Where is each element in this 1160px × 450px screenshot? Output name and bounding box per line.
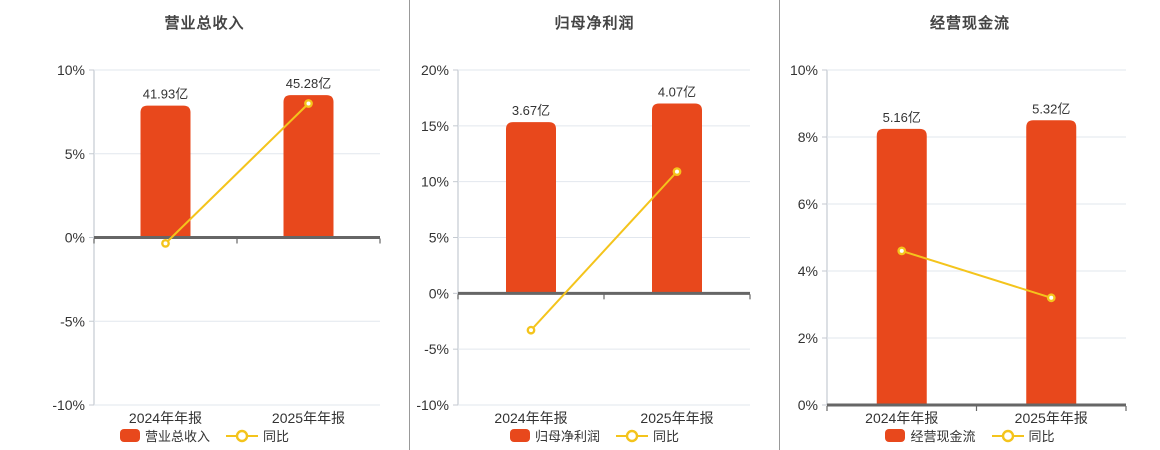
svg-text:4%: 4% <box>798 263 818 279</box>
svg-text:10%: 10% <box>790 62 818 78</box>
line-series-marker-icon <box>616 429 648 442</box>
svg-text:2024年年报: 2024年年报 <box>494 410 567 426</box>
revenue-chart: -10% -5% 0% 5% 10% 41.93亿 45.28亿 2024年年报 2025年年报 <box>52 62 381 426</box>
legend-bar-series-label: 归母净利润 <box>534 429 600 444</box>
legend-item-line-series[interactable]: 同比 <box>616 426 679 445</box>
svg-text:15%: 15% <box>421 118 449 134</box>
svg-text:0%: 0% <box>798 397 818 413</box>
svg-text:5%: 5% <box>65 146 85 162</box>
legend-bar-series-label: 经营现金流 <box>910 429 976 444</box>
svg-text:5.32亿: 5.32亿 <box>1032 101 1070 116</box>
legend-item-bar-series[interactable]: 营业总收入 <box>119 426 210 445</box>
chart-title-net-profit: 归母净利润 <box>554 15 635 32</box>
svg-text:5%: 5% <box>429 230 449 246</box>
legend-item-bar-series[interactable]: 经营现金流 <box>885 426 976 445</box>
legend-item-line-series[interactable]: 同比 <box>991 426 1055 445</box>
svg-text:45.28亿: 45.28亿 <box>286 76 332 91</box>
chart-panel-net-profit: 归母净利润 -10% -5% 0% 5% 10% 15% 20% 3.67亿 4.07亿 2024… <box>410 0 780 450</box>
legend-item-line-series[interactable]: 同比 <box>226 426 289 445</box>
svg-text:-5%: -5% <box>424 341 449 357</box>
chart-panel-cash-flow: 经营现金流 0% 2% 4% 6% 8% 10% 5.16亿 5.32亿 2024年年报 2025… <box>780 0 1160 450</box>
svg-text:10%: 10% <box>421 174 449 190</box>
bar-series-swatch-icon <box>509 429 530 442</box>
svg-text:3.67亿: 3.67亿 <box>512 103 550 118</box>
svg-text:0%: 0% <box>429 285 449 301</box>
line-series-marker-icon <box>991 429 1024 442</box>
svg-text:2025年年报: 2025年年报 <box>272 410 345 426</box>
svg-text:5.16亿: 5.16亿 <box>883 110 921 125</box>
svg-text:6%: 6% <box>798 196 818 212</box>
cash-flow-chart-legend: 经营现金流 同比 <box>780 426 1160 445</box>
svg-text:2025年年报: 2025年年报 <box>640 410 713 426</box>
chart-title-revenue: 营业总收入 <box>164 15 245 32</box>
svg-text:-10%: -10% <box>52 397 85 413</box>
svg-text:2024年年报: 2024年年报 <box>129 410 202 426</box>
svg-text:20%: 20% <box>421 62 449 78</box>
svg-text:-10%: -10% <box>416 397 449 413</box>
svg-text:10%: 10% <box>57 62 85 78</box>
net-profit-chart-legend: 归母净利润 同比 <box>410 426 779 445</box>
chart-panel-revenue: 营业总收入 -10% -5% 0% 5% 10% 41.93亿 45.28亿 2024年年报 2… <box>0 0 410 450</box>
svg-text:4.07亿: 4.07亿 <box>658 85 696 100</box>
net-profit-chart: -10% -5% 0% 5% 10% 15% 20% 3.67亿 4.07亿 2024年年报 202… <box>416 62 751 426</box>
legend-item-bar-series[interactable]: 归母净利润 <box>509 426 600 445</box>
line-series-marker-icon <box>226 429 258 442</box>
cash-flow-chart: 0% 2% 4% 6% 8% 10% 5.16亿 5.32亿 2024年年报 2025年年报 <box>790 62 1127 426</box>
bar-series-swatch-icon <box>119 429 140 442</box>
svg-text:41.93亿: 41.93亿 <box>143 87 189 102</box>
svg-text:2024年年报: 2024年年报 <box>865 410 938 426</box>
chart-title-cash-flow: 经营现金流 <box>929 15 1010 32</box>
svg-text:2%: 2% <box>798 330 818 346</box>
bar-series-swatch-icon <box>885 429 906 442</box>
legend-line-series-label: 同比 <box>1028 429 1055 444</box>
legend-line-series-label: 同比 <box>263 429 290 444</box>
svg-text:-5%: -5% <box>60 313 85 329</box>
revenue-chart-legend: 营业总收入 同比 <box>0 426 409 445</box>
svg-text:2025年年报: 2025年年报 <box>1015 410 1088 426</box>
legend-bar-series-label: 营业总收入 <box>144 429 210 444</box>
svg-text:8%: 8% <box>798 129 818 145</box>
legend-line-series-label: 同比 <box>653 429 680 444</box>
svg-text:0%: 0% <box>65 230 85 246</box>
